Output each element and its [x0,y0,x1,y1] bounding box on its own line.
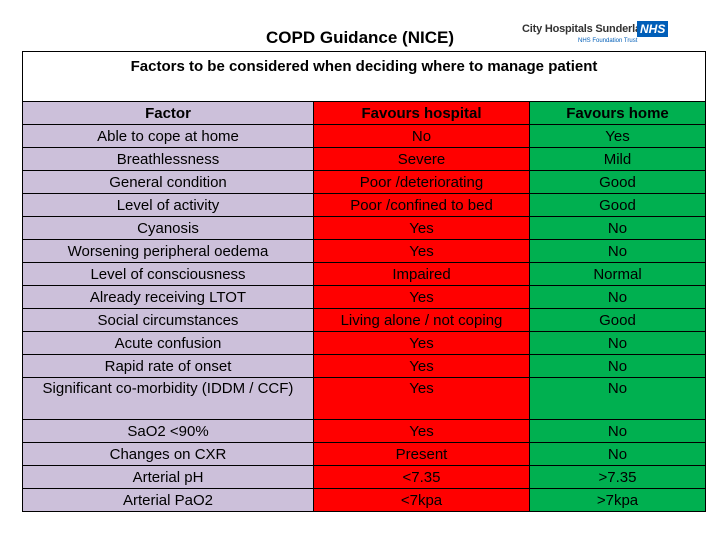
favours-home-cell: No [529,216,706,240]
favours-home-cell: No [529,331,706,355]
favours-hospital-cell: Poor /deteriorating [313,170,530,194]
table-row: Changes on CXR Present No [22,442,706,466]
trust-logo: City Hospitals Sunderland NHS NHS Founda… [522,20,672,50]
factor-cell: Rapid rate of onset [22,354,314,378]
table-row: Level of consciousness Impaired Normal [22,262,706,286]
factor-cell: Acute confusion [22,331,314,355]
favours-home-cell: No [529,377,706,420]
favours-home-cell: >7.35 [529,465,706,489]
factor-cell: SaO2 <90% [22,419,314,443]
factor-cell: Breathlessness [22,147,314,171]
table-row: Arterial pH <7.35 >7.35 [22,465,706,489]
favours-hospital-cell: Present [313,442,530,466]
factor-cell: Arterial pH [22,465,314,489]
favours-hospital-cell: Living alone / not coping [313,308,530,332]
favours-home-cell: Good [529,308,706,332]
table-row: Able to cope at home No Yes [22,124,706,148]
favours-hospital-cell: Poor /confined to bed [313,193,530,217]
favours-hospital-cell: Yes [313,377,530,420]
favours-hospital-cell: Impaired [313,262,530,286]
table-row: Worsening peripheral oedema Yes No [22,239,706,263]
favours-hospital-cell: Yes [313,239,530,263]
factor-cell: Level of activity [22,193,314,217]
factor-cell: Worsening peripheral oedema [22,239,314,263]
favours-hospital-cell: Yes [313,216,530,240]
table-row: Already receiving LTOT Yes No [22,285,706,309]
factor-cell: Arterial PaO2 [22,488,314,512]
header-favours-hospital: Favours hospital [313,101,530,125]
favours-home-cell: Mild [529,147,706,171]
factor-cell: Cyanosis [22,216,314,240]
header-favours-home: Favours home [529,101,706,125]
favours-home-cell: No [529,239,706,263]
table-row: General condition Poor /deteriorating Good [22,170,706,194]
table-row: Cyanosis Yes No [22,216,706,240]
nhs-badge: NHS [637,21,669,37]
favours-home-cell: No [529,285,706,309]
factor-cell: Level of consciousness [22,262,314,286]
factor-cell: Social circumstances [22,308,314,332]
favours-hospital-cell: Severe [313,147,530,171]
table-row: Level of activity Poor /confined to bed Go… [22,193,706,217]
table-body: Able to cope at home No Yes Breathlessness S… [22,124,706,512]
factor-cell: General condition [22,170,314,194]
favours-home-cell: >7kpa [529,488,706,512]
favours-hospital-cell: <7kpa [313,488,530,512]
table-row: Significant co-morbidity (IDDM / CCF) Yes… [22,377,706,420]
favours-hospital-cell: No [313,124,530,148]
factor-cell: Changes on CXR [22,442,314,466]
favours-home-cell: No [529,419,706,443]
logo-subtitle: NHS Foundation Trust [578,38,638,44]
caption-row: Factors to be considered when deciding w… [22,51,706,102]
table-row: Rapid rate of onset Yes No [22,354,706,378]
factor-cell: Already receiving LTOT [22,285,314,309]
table-row: Social circumstances Living alone / not c… [22,308,706,332]
table-row: Breathlessness Severe Mild [22,147,706,171]
table-caption: Factors to be considered when deciding w… [22,51,706,102]
page-title: COPD Guidance (NICE) [266,28,454,47]
favours-home-cell: Good [529,170,706,194]
favours-hospital-cell: Yes [313,354,530,378]
favours-home-cell: No [529,442,706,466]
table-row: Acute confusion Yes No [22,331,706,355]
factor-cell: Significant co-morbidity (IDDM / CCF) [22,377,314,420]
favours-home-cell: Yes [529,124,706,148]
favours-hospital-cell: Yes [313,331,530,355]
guidance-table: Factors to be considered when deciding w… [22,51,706,512]
table-row: SaO2 <90% Yes No [22,419,706,443]
favours-hospital-cell: <7.35 [313,465,530,489]
favours-home-cell: No [529,354,706,378]
factor-cell: Able to cope at home [22,124,314,148]
header-factor: Factor [22,101,314,125]
logo-name: City Hospitals Sunderland [522,23,654,35]
header-row: Factor Favours hospital Favours home [22,101,706,125]
favours-hospital-cell: Yes [313,419,530,443]
favours-home-cell: Good [529,193,706,217]
favours-home-cell: Normal [529,262,706,286]
table-row: Arterial PaO2 <7kpa >7kpa [22,488,706,512]
favours-hospital-cell: Yes [313,285,530,309]
